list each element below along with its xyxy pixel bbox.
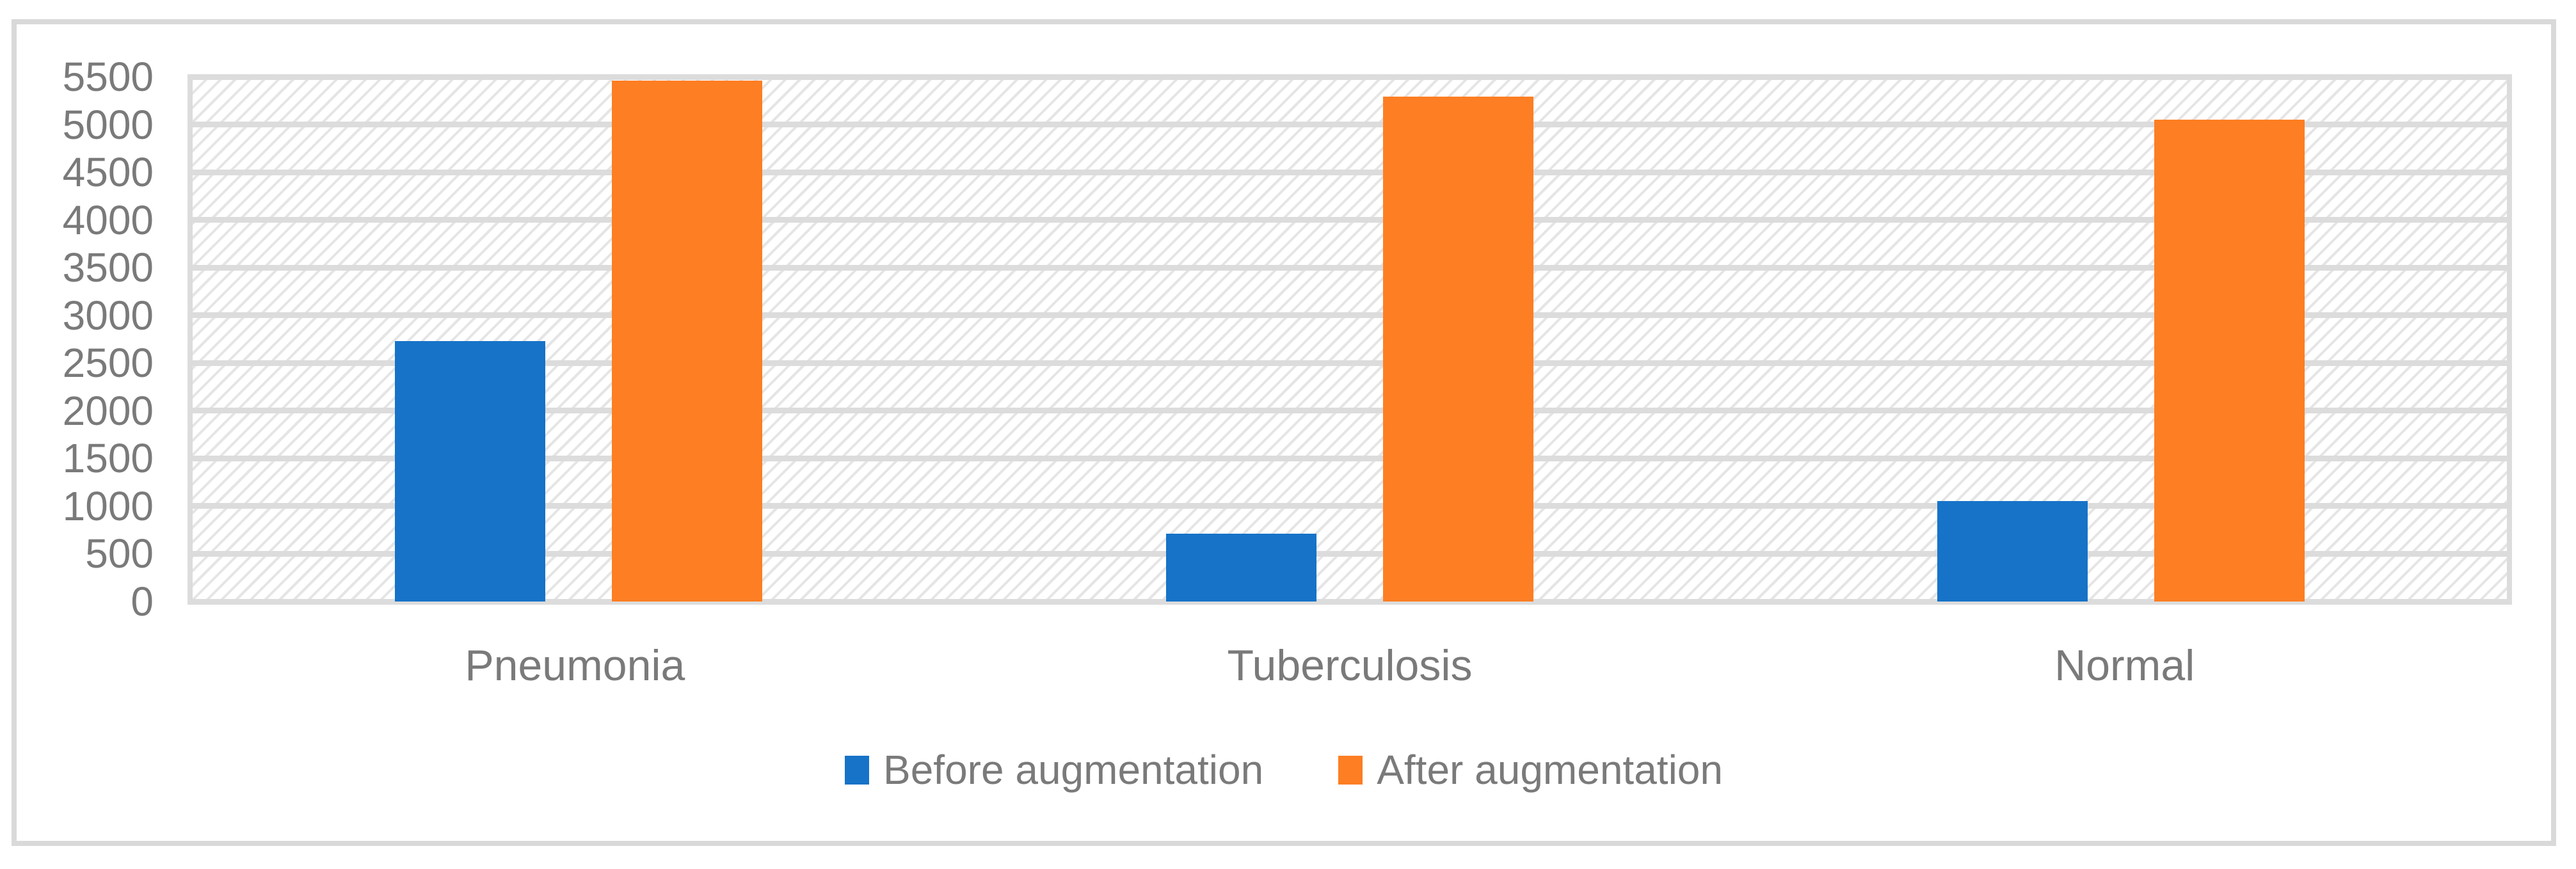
x-axis-category-labels: Pneumonia Tuberculosis Normal — [188, 640, 2512, 691]
bar — [2154, 120, 2305, 602]
category-group — [193, 77, 964, 602]
gridline — [188, 598, 2512, 605]
gridline — [188, 408, 2512, 414]
legend-item: Before augmentation — [845, 747, 1263, 792]
y-tick-label: 0 — [131, 578, 154, 625]
bar — [1937, 501, 2088, 602]
bar — [1382, 97, 1533, 602]
bar — [1165, 534, 1316, 602]
y-tick-label: 1000 — [62, 482, 154, 529]
y-tick-label: 2500 — [62, 340, 154, 387]
category-label: Pneumonia — [465, 641, 685, 690]
gridline — [188, 217, 2512, 223]
gridline — [188, 122, 2512, 128]
gridline — [188, 264, 2512, 271]
gridline — [188, 312, 2512, 319]
legend-label: Before augmentation — [883, 747, 1264, 793]
legend: Before augmentation After augmentation — [12, 747, 2556, 792]
gridline — [188, 169, 2512, 175]
bar-groups — [193, 77, 2507, 602]
y-tick-label: 4500 — [62, 149, 154, 196]
y-tick-label: 1500 — [62, 435, 154, 482]
gridline — [188, 550, 2512, 557]
category-label: Normal — [2054, 641, 2195, 690]
y-tick-label: 500 — [85, 530, 154, 577]
legend-swatch-icon — [845, 755, 870, 785]
y-tick-label: 3500 — [62, 244, 154, 291]
category-label: Tuberculosis — [1227, 641, 1473, 690]
legend-item: After augmentation — [1338, 747, 1723, 792]
gridline — [188, 360, 2512, 366]
gridline — [188, 74, 2512, 80]
bar — [394, 340, 545, 602]
legend-swatch-icon — [1338, 755, 1363, 785]
y-tick-label: 4000 — [62, 196, 154, 243]
y-tick-label: 3000 — [62, 292, 154, 339]
chart-outer-border — [12, 19, 2556, 846]
bar — [611, 80, 762, 602]
plot-area — [188, 74, 2512, 605]
category-group — [1736, 77, 2507, 602]
legend-label: After augmentation — [1377, 747, 1723, 793]
gridline — [188, 503, 2512, 509]
category-group — [964, 77, 1735, 602]
y-tick-label: 2000 — [62, 387, 154, 434]
gridline — [188, 455, 2512, 461]
y-tick-label: 5500 — [62, 54, 154, 100]
y-tick-label: 5000 — [62, 101, 154, 148]
